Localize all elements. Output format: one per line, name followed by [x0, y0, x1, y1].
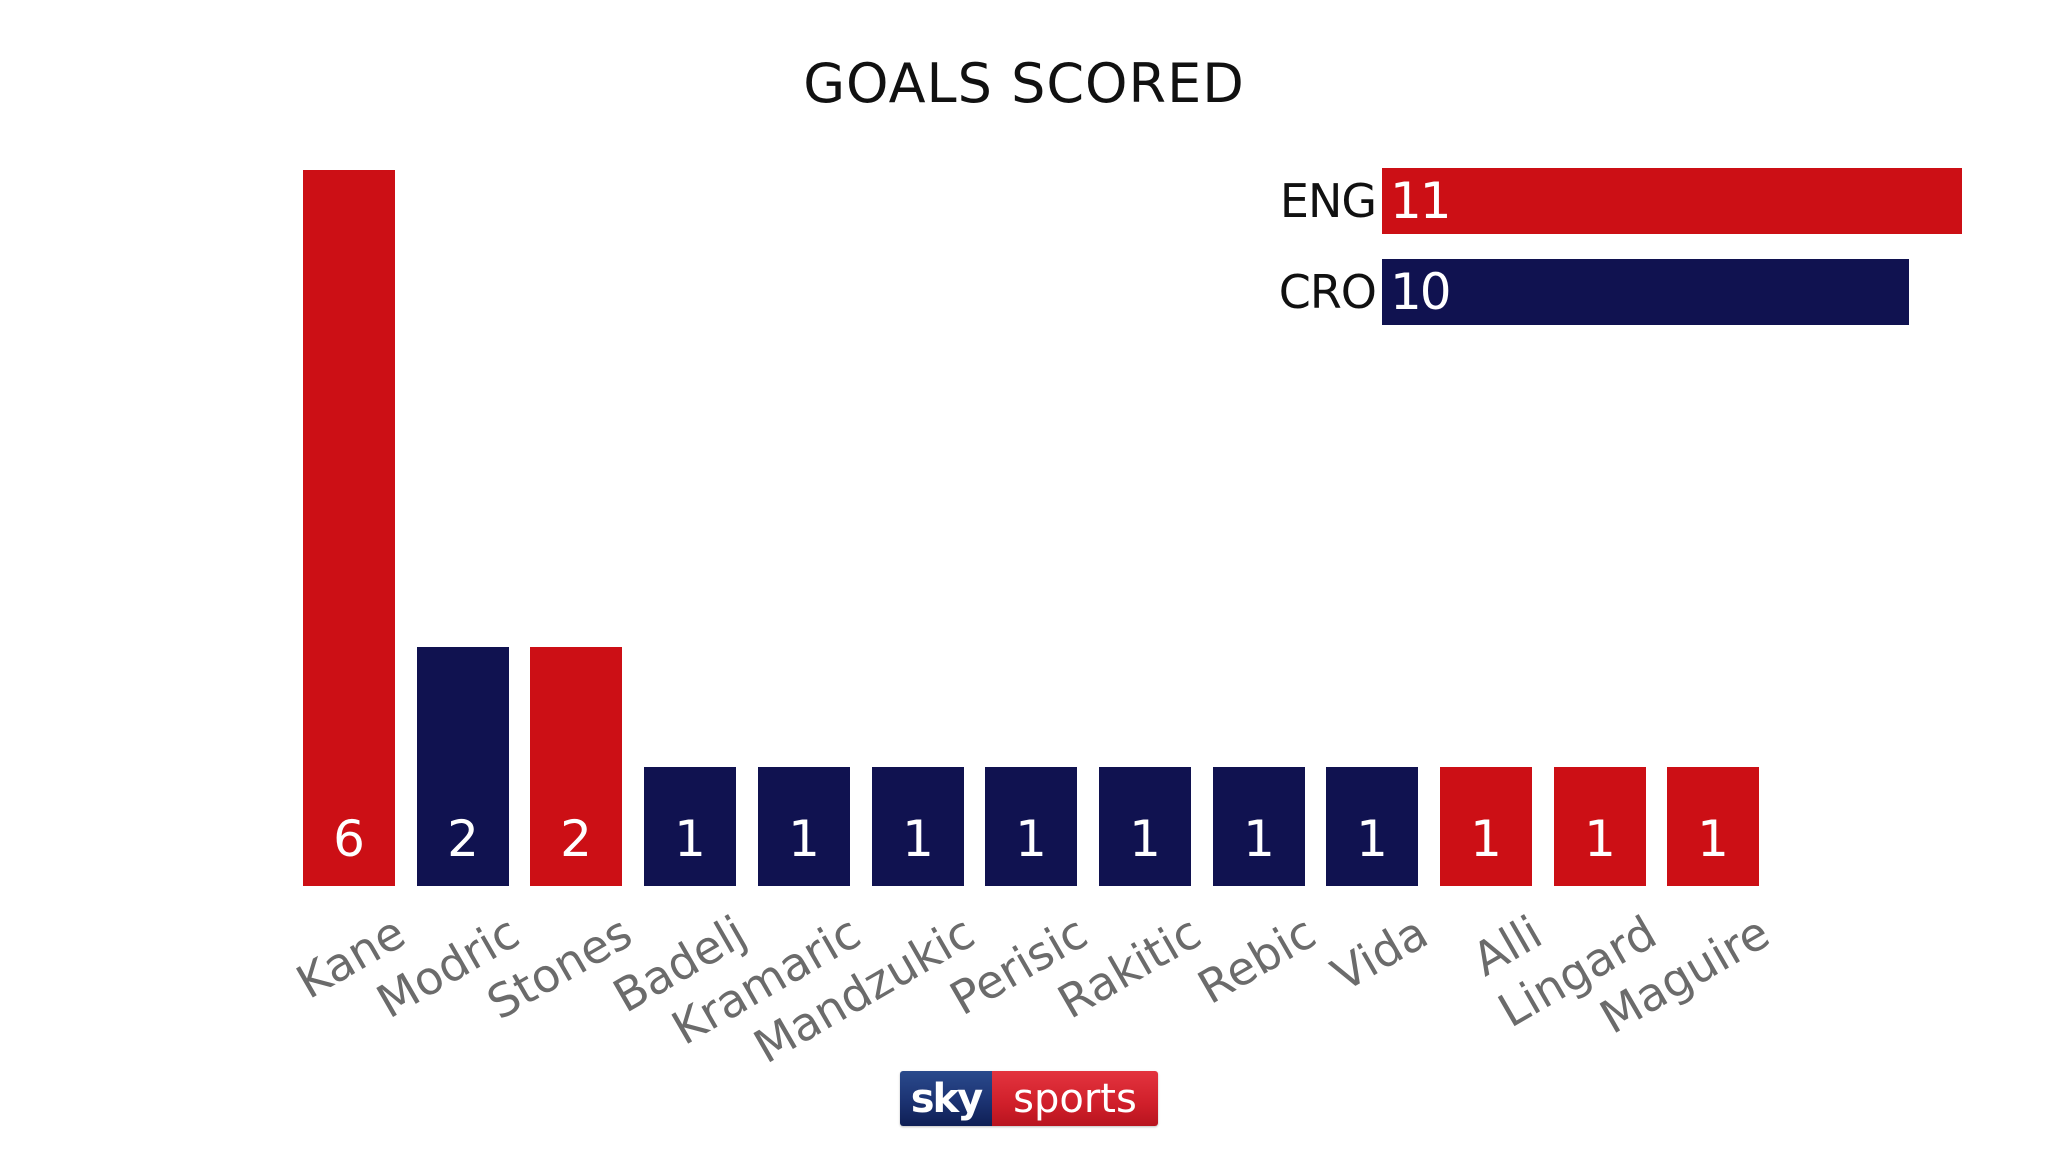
player-bar-perisic: 1: [985, 767, 1077, 886]
bar-value-label: 1: [1356, 810, 1388, 868]
player-bar-stones: 2: [530, 647, 622, 886]
player-bar-mandzukic: 1: [872, 767, 964, 886]
team-total-bar: 11: [1382, 168, 1962, 234]
chart-title: GOALS SCORED: [803, 52, 1245, 115]
bar-value-label: 1: [1243, 810, 1275, 868]
bar-value-label: 6: [333, 810, 365, 868]
logo-sky-text: sky: [900, 1071, 992, 1126]
bar-value-label: 1: [674, 810, 706, 868]
bar-value-label: 1: [902, 810, 934, 868]
team-total-value: 10: [1390, 263, 1452, 321]
player-bar-rebic: 1: [1213, 767, 1305, 886]
player-bar-rakitic: 1: [1099, 767, 1191, 886]
bar-value-label: 2: [560, 810, 592, 868]
logo-sports-text: sports: [992, 1071, 1158, 1126]
team-total-bar: 10: [1382, 259, 1909, 325]
player-bar-badelj: 1: [644, 767, 736, 886]
team-total-row-eng: ENG 11: [1270, 168, 1962, 234]
team-name-label: ENG: [1279, 174, 1377, 228]
team-total-value: 11: [1390, 172, 1452, 230]
sky-sports-logo: sky sports: [900, 1071, 1158, 1126]
bar-value-label: 1: [1470, 810, 1502, 868]
bar-value-label: 1: [1015, 810, 1047, 868]
bar-value-label: 2: [447, 810, 479, 868]
bar-value-label: 1: [1584, 810, 1616, 868]
team-name-label: CRO: [1278, 265, 1377, 319]
player-bar-lingard: 1: [1554, 767, 1646, 886]
player-bar-kramaric: 1: [758, 767, 850, 886]
player-bar-modric: 2: [417, 647, 509, 886]
player-name-label: Rebic: [1188, 905, 1324, 1015]
player-bar-kane: 6: [303, 170, 395, 886]
bar-value-label: 1: [1697, 810, 1729, 868]
player-bar-maguire: 1: [1667, 767, 1759, 886]
bar-value-label: 1: [1129, 810, 1161, 868]
player-bar-vida: 1: [1326, 767, 1418, 886]
team-total-row-cro: CRO 10: [1270, 259, 1909, 325]
player-name-label: Vida: [1322, 905, 1437, 1003]
player-bar-alli: 1: [1440, 767, 1532, 886]
bar-value-label: 1: [788, 810, 820, 868]
